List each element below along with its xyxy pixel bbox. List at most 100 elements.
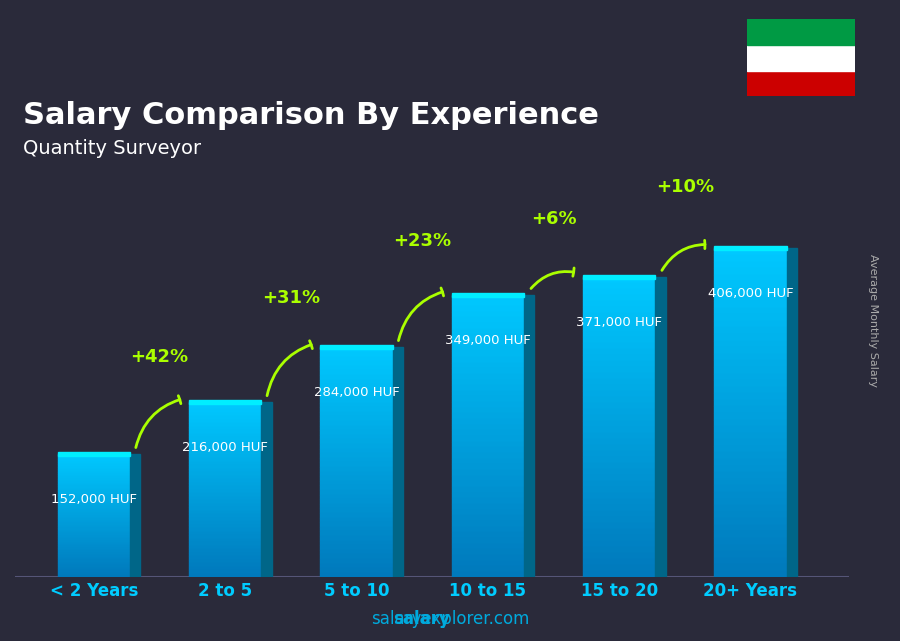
Bar (583, 565, 655, 572)
Bar (452, 340, 524, 345)
Bar (583, 415, 655, 421)
Bar (715, 459, 787, 465)
Bar (452, 464, 524, 470)
Bar (320, 439, 392, 444)
Bar (189, 563, 261, 567)
Bar (583, 439, 655, 445)
Bar (715, 374, 787, 380)
Bar (58, 555, 130, 558)
Bar (452, 357, 524, 363)
Bar (320, 550, 392, 554)
Bar (583, 295, 655, 301)
Bar (452, 566, 524, 572)
Bar (715, 255, 787, 262)
Bar (320, 545, 392, 550)
Bar (715, 347, 787, 354)
Bar (452, 295, 524, 301)
Bar (583, 283, 655, 289)
Bar (320, 458, 392, 462)
Bar (58, 519, 130, 521)
Bar (583, 553, 655, 560)
Bar (189, 448, 261, 451)
Bar (189, 444, 261, 448)
Bar (583, 427, 655, 433)
Bar (715, 472, 787, 479)
Bar (583, 547, 655, 553)
Bar (320, 352, 392, 356)
Bar (58, 551, 130, 553)
Bar (583, 469, 655, 475)
Bar (392, 347, 403, 578)
Bar (452, 544, 524, 549)
Bar (320, 347, 392, 352)
Bar (189, 504, 261, 508)
Bar (189, 462, 261, 465)
Bar (452, 555, 524, 560)
Bar (452, 397, 524, 402)
Bar (58, 508, 130, 511)
Bar (583, 361, 655, 367)
Bar (189, 431, 261, 434)
Bar (58, 504, 130, 506)
Bar (320, 472, 392, 476)
Bar (320, 394, 392, 398)
Bar (58, 494, 130, 496)
Bar (320, 379, 392, 384)
Bar (320, 499, 392, 504)
Bar (583, 451, 655, 457)
Bar (715, 268, 787, 275)
Text: 152,000 HUF: 152,000 HUF (50, 493, 137, 506)
Bar (452, 504, 524, 510)
Bar (583, 319, 655, 325)
Bar (189, 417, 261, 420)
Bar (452, 402, 524, 408)
Bar (320, 481, 392, 485)
Bar (452, 436, 524, 442)
Bar (452, 306, 524, 312)
Bar (58, 536, 130, 538)
Bar (715, 426, 787, 433)
Bar (189, 479, 261, 483)
Bar (189, 574, 261, 578)
Bar (58, 454, 130, 457)
Bar (715, 321, 787, 328)
Bar (583, 445, 655, 451)
Bar (320, 527, 392, 531)
Bar (189, 420, 261, 424)
Bar (715, 453, 787, 459)
Bar (583, 560, 655, 565)
Bar (58, 570, 130, 572)
Text: 284,000 HUF: 284,000 HUF (313, 387, 400, 399)
Bar (452, 317, 524, 323)
Bar (58, 560, 130, 563)
Bar (715, 360, 787, 367)
Bar (715, 545, 787, 551)
Bar (189, 441, 261, 444)
Bar (58, 565, 130, 568)
Bar (452, 408, 524, 413)
Bar (715, 485, 787, 492)
Bar (583, 277, 655, 283)
Bar (189, 494, 261, 497)
Bar (583, 367, 655, 373)
Bar (189, 518, 261, 522)
Text: Quantity Surveyor: Quantity Surveyor (23, 139, 202, 158)
Bar (715, 393, 787, 400)
Bar (58, 521, 130, 523)
Bar (452, 549, 524, 555)
Bar (320, 375, 392, 379)
Bar (715, 551, 787, 558)
Bar (58, 528, 130, 531)
Bar (58, 484, 130, 487)
Bar (58, 489, 130, 491)
Bar (320, 536, 392, 540)
Text: Average Monthly Salary: Average Monthly Salary (868, 254, 878, 387)
Bar (583, 512, 655, 517)
Bar (58, 506, 130, 508)
Bar (189, 553, 261, 556)
Bar (130, 454, 140, 578)
Bar (452, 521, 524, 527)
Bar (452, 470, 524, 476)
Bar (715, 281, 787, 288)
Bar (58, 572, 130, 575)
